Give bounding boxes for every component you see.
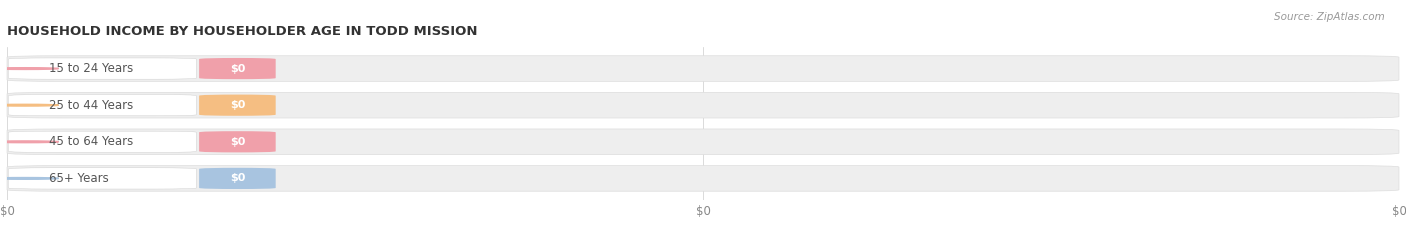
Circle shape [0,68,59,69]
Text: 65+ Years: 65+ Years [49,172,108,185]
FancyBboxPatch shape [8,131,197,152]
FancyBboxPatch shape [8,95,197,116]
Circle shape [0,104,59,106]
Circle shape [0,178,59,179]
FancyBboxPatch shape [7,166,1399,191]
FancyBboxPatch shape [7,56,1399,81]
Text: 25 to 44 Years: 25 to 44 Years [49,99,134,112]
Circle shape [0,141,59,143]
Text: 45 to 64 Years: 45 to 64 Years [49,135,134,148]
Text: HOUSEHOLD INCOME BY HOUSEHOLDER AGE IN TODD MISSION: HOUSEHOLD INCOME BY HOUSEHOLDER AGE IN T… [7,25,478,38]
FancyBboxPatch shape [200,58,276,79]
FancyBboxPatch shape [200,131,276,152]
Text: $0: $0 [229,64,245,74]
Text: $0: $0 [229,100,245,110]
FancyBboxPatch shape [7,92,1399,118]
FancyBboxPatch shape [8,168,197,189]
Text: Source: ZipAtlas.com: Source: ZipAtlas.com [1274,12,1385,22]
Text: 15 to 24 Years: 15 to 24 Years [49,62,134,75]
FancyBboxPatch shape [8,58,197,79]
FancyBboxPatch shape [7,129,1399,155]
FancyBboxPatch shape [200,168,276,189]
FancyBboxPatch shape [200,95,276,116]
Text: $0: $0 [229,137,245,147]
Text: $0: $0 [229,173,245,183]
